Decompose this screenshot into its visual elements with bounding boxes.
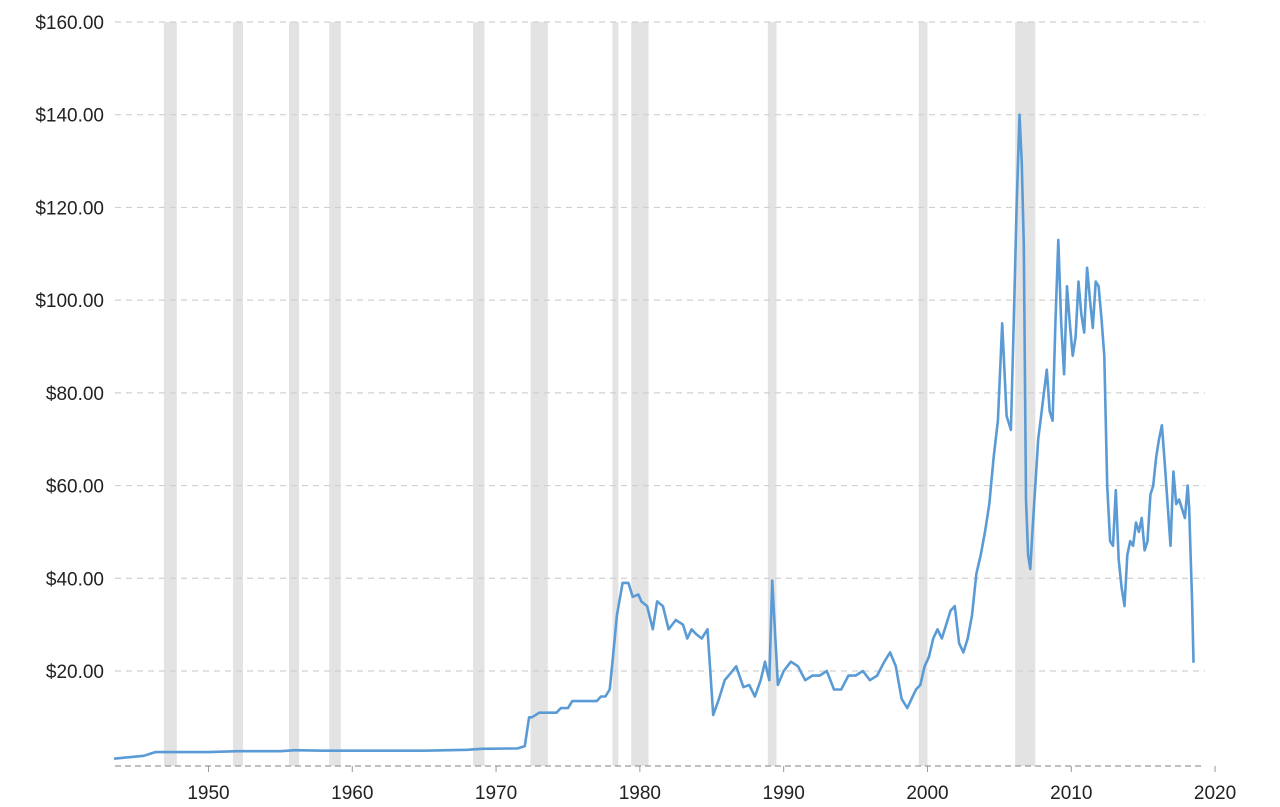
y-tick-label-100: $100.00: [35, 291, 104, 312]
x-tick-label-2020: 2020: [1194, 783, 1236, 804]
recession-band-8: [767, 22, 777, 766]
x-axis-tick-marks: [207, 766, 1216, 772]
x-tick-label-2010: 2010: [1050, 783, 1092, 804]
x-axis-tick-labels: 1950 1960 1970 1980 1990 2000 2010 2020: [187, 783, 1236, 804]
y-tick-label-120: $120.00: [35, 198, 104, 219]
y-tick-label-40: $40.00: [46, 569, 104, 590]
recession-band-4: [473, 22, 485, 766]
recession-band-9: [918, 22, 928, 766]
y-tick-label-80: $80.00: [46, 384, 104, 405]
x-tick-label-1990: 1990: [763, 783, 805, 804]
y-tick-label-160: $160.00: [35, 13, 104, 34]
horizontal-gridlines: [115, 21, 1205, 672]
recession-band-7: [631, 22, 649, 766]
recession-band-2: [288, 22, 300, 766]
x-tick-label-1950: 1950: [187, 783, 229, 804]
recession-band-5: [530, 22, 548, 766]
y-tick-label-20: $20.00: [46, 662, 104, 683]
recession-band-1: [232, 22, 243, 766]
x-tick-label-1960: 1960: [331, 783, 373, 804]
recession-band-3: [329, 22, 341, 766]
y-tick-label-140: $140.00: [35, 106, 104, 127]
y-axis-tick-labels: $20.00 $40.00 $60.00 $80.00 $100.00 $120.00 $1…: [35, 13, 104, 683]
x-tick-label-1980: 1980: [619, 783, 661, 804]
y-tick-label-60: $60.00: [46, 477, 104, 498]
recession-band-6: [612, 22, 619, 766]
recession-band-0: [163, 22, 177, 766]
recession-shading-group: [163, 22, 1036, 766]
x-tick-label-2000: 2000: [906, 783, 948, 804]
price-series-line: [113, 113, 1195, 760]
x-tick-label-1970: 1970: [475, 783, 517, 804]
